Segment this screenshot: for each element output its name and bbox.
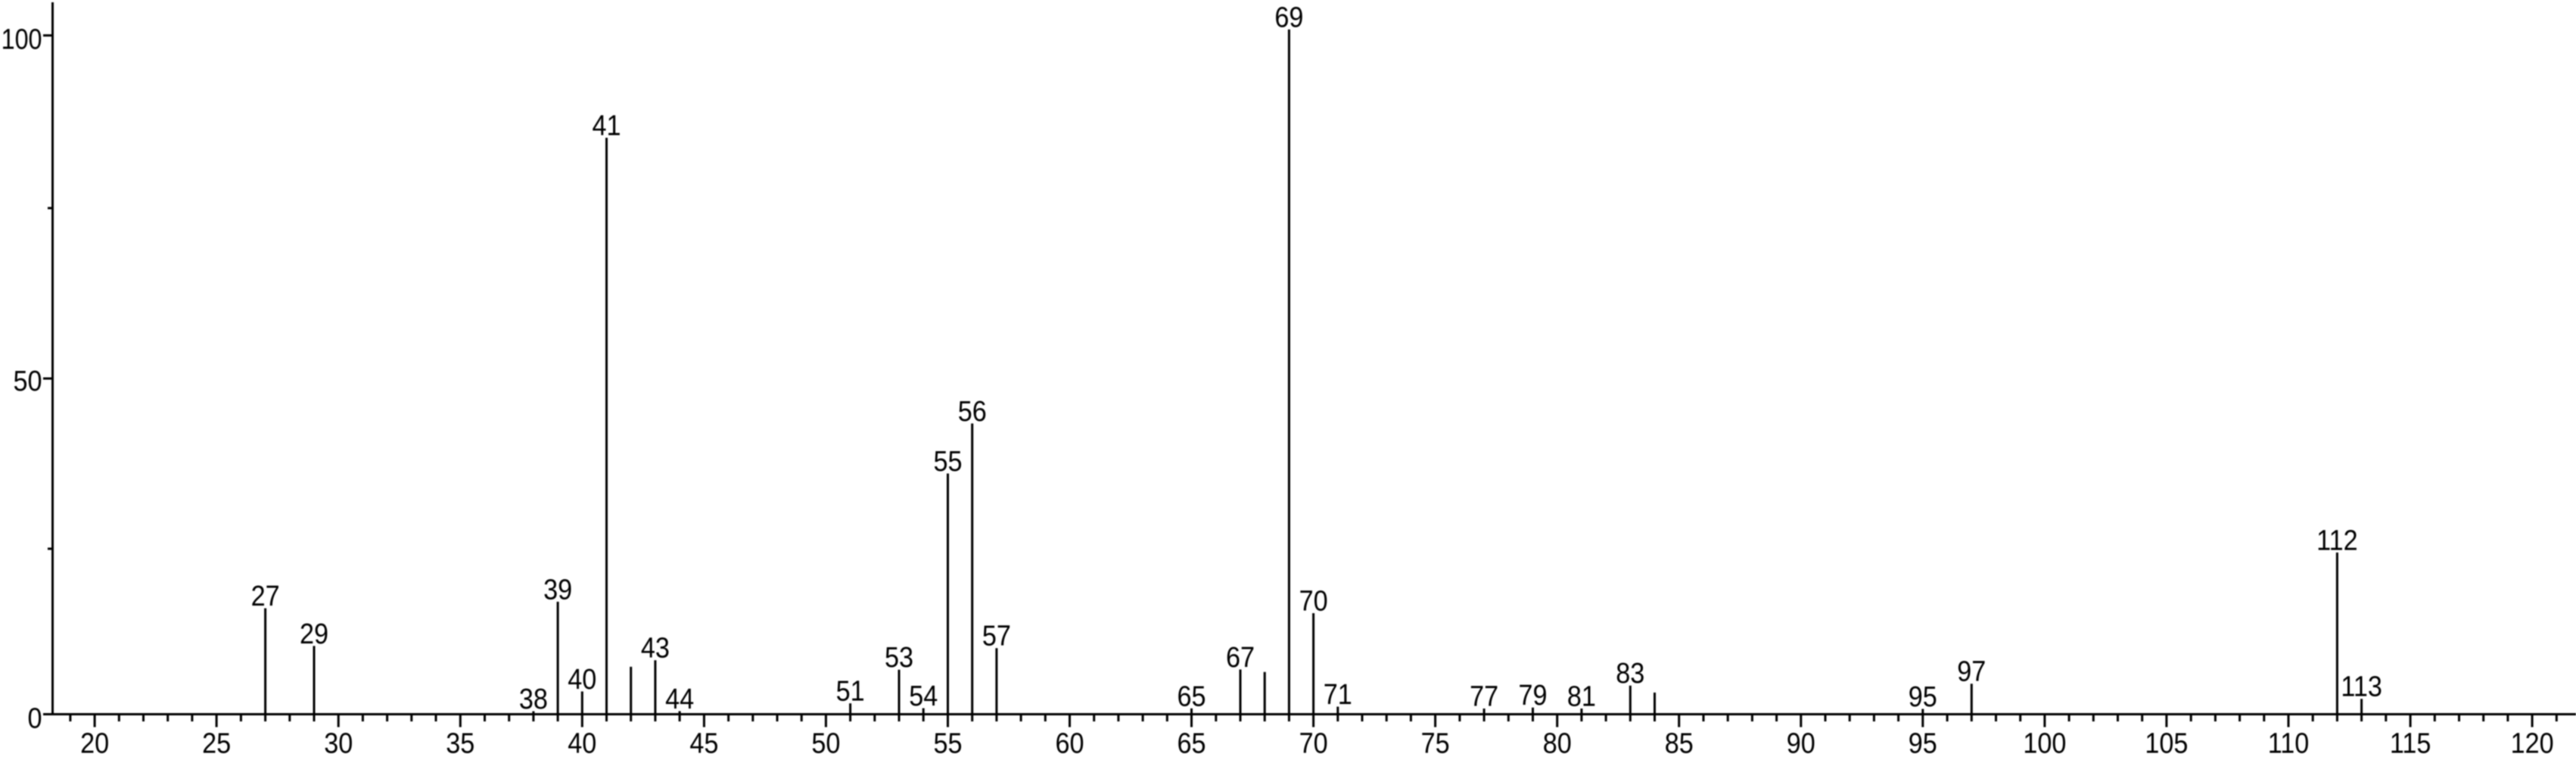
svg-text:55: 55 <box>933 444 962 477</box>
svg-text:45: 45 <box>689 727 718 757</box>
svg-text:115: 115 <box>2390 727 2431 757</box>
svg-text:50: 50 <box>13 364 42 397</box>
svg-text:120: 120 <box>2511 727 2554 757</box>
svg-text:100: 100 <box>2 23 42 55</box>
svg-text:65: 65 <box>1177 680 1206 712</box>
svg-text:54: 54 <box>909 679 938 712</box>
svg-text:38: 38 <box>519 682 548 715</box>
svg-text:90: 90 <box>1787 727 1815 757</box>
svg-text:79: 79 <box>1518 679 1547 712</box>
svg-text:55: 55 <box>933 727 962 757</box>
svg-text:113: 113 <box>2341 670 2382 702</box>
svg-text:81: 81 <box>1567 680 1596 712</box>
svg-text:100: 100 <box>2023 727 2066 757</box>
svg-text:70: 70 <box>1299 584 1328 617</box>
svg-text:80: 80 <box>1543 727 1572 757</box>
svg-text:97: 97 <box>1957 655 1986 687</box>
svg-text:70: 70 <box>1299 727 1328 757</box>
svg-text:20: 20 <box>80 727 109 757</box>
svg-text:56: 56 <box>958 394 987 427</box>
svg-text:75: 75 <box>1421 727 1450 757</box>
svg-text:95: 95 <box>1909 727 1937 757</box>
svg-text:67: 67 <box>1226 640 1255 673</box>
svg-text:35: 35 <box>446 727 474 757</box>
svg-text:39: 39 <box>543 573 572 606</box>
svg-text:53: 53 <box>885 641 913 674</box>
svg-text:30: 30 <box>324 727 353 757</box>
svg-text:0: 0 <box>27 702 42 734</box>
svg-text:77: 77 <box>1470 680 1498 712</box>
svg-text:110: 110 <box>2268 727 2309 757</box>
svg-text:29: 29 <box>300 617 328 650</box>
svg-text:112: 112 <box>2316 524 2357 556</box>
svg-text:27: 27 <box>251 579 280 612</box>
svg-text:40: 40 <box>568 662 596 695</box>
svg-text:71: 71 <box>1324 678 1352 710</box>
svg-text:60: 60 <box>1055 727 1084 757</box>
svg-text:50: 50 <box>811 727 840 757</box>
svg-text:43: 43 <box>641 631 670 664</box>
svg-text:41: 41 <box>592 109 621 142</box>
svg-text:69: 69 <box>1274 1 1303 33</box>
svg-text:95: 95 <box>1909 680 1937 712</box>
svg-text:105: 105 <box>2145 727 2188 757</box>
svg-text:65: 65 <box>1177 727 1206 757</box>
svg-text:83: 83 <box>1616 657 1644 690</box>
svg-text:40: 40 <box>568 727 596 757</box>
svg-text:85: 85 <box>1665 727 1694 757</box>
svg-text:51: 51 <box>836 674 865 707</box>
svg-text:57: 57 <box>982 619 1011 652</box>
svg-text:25: 25 <box>202 727 231 757</box>
svg-text:44: 44 <box>665 682 694 715</box>
